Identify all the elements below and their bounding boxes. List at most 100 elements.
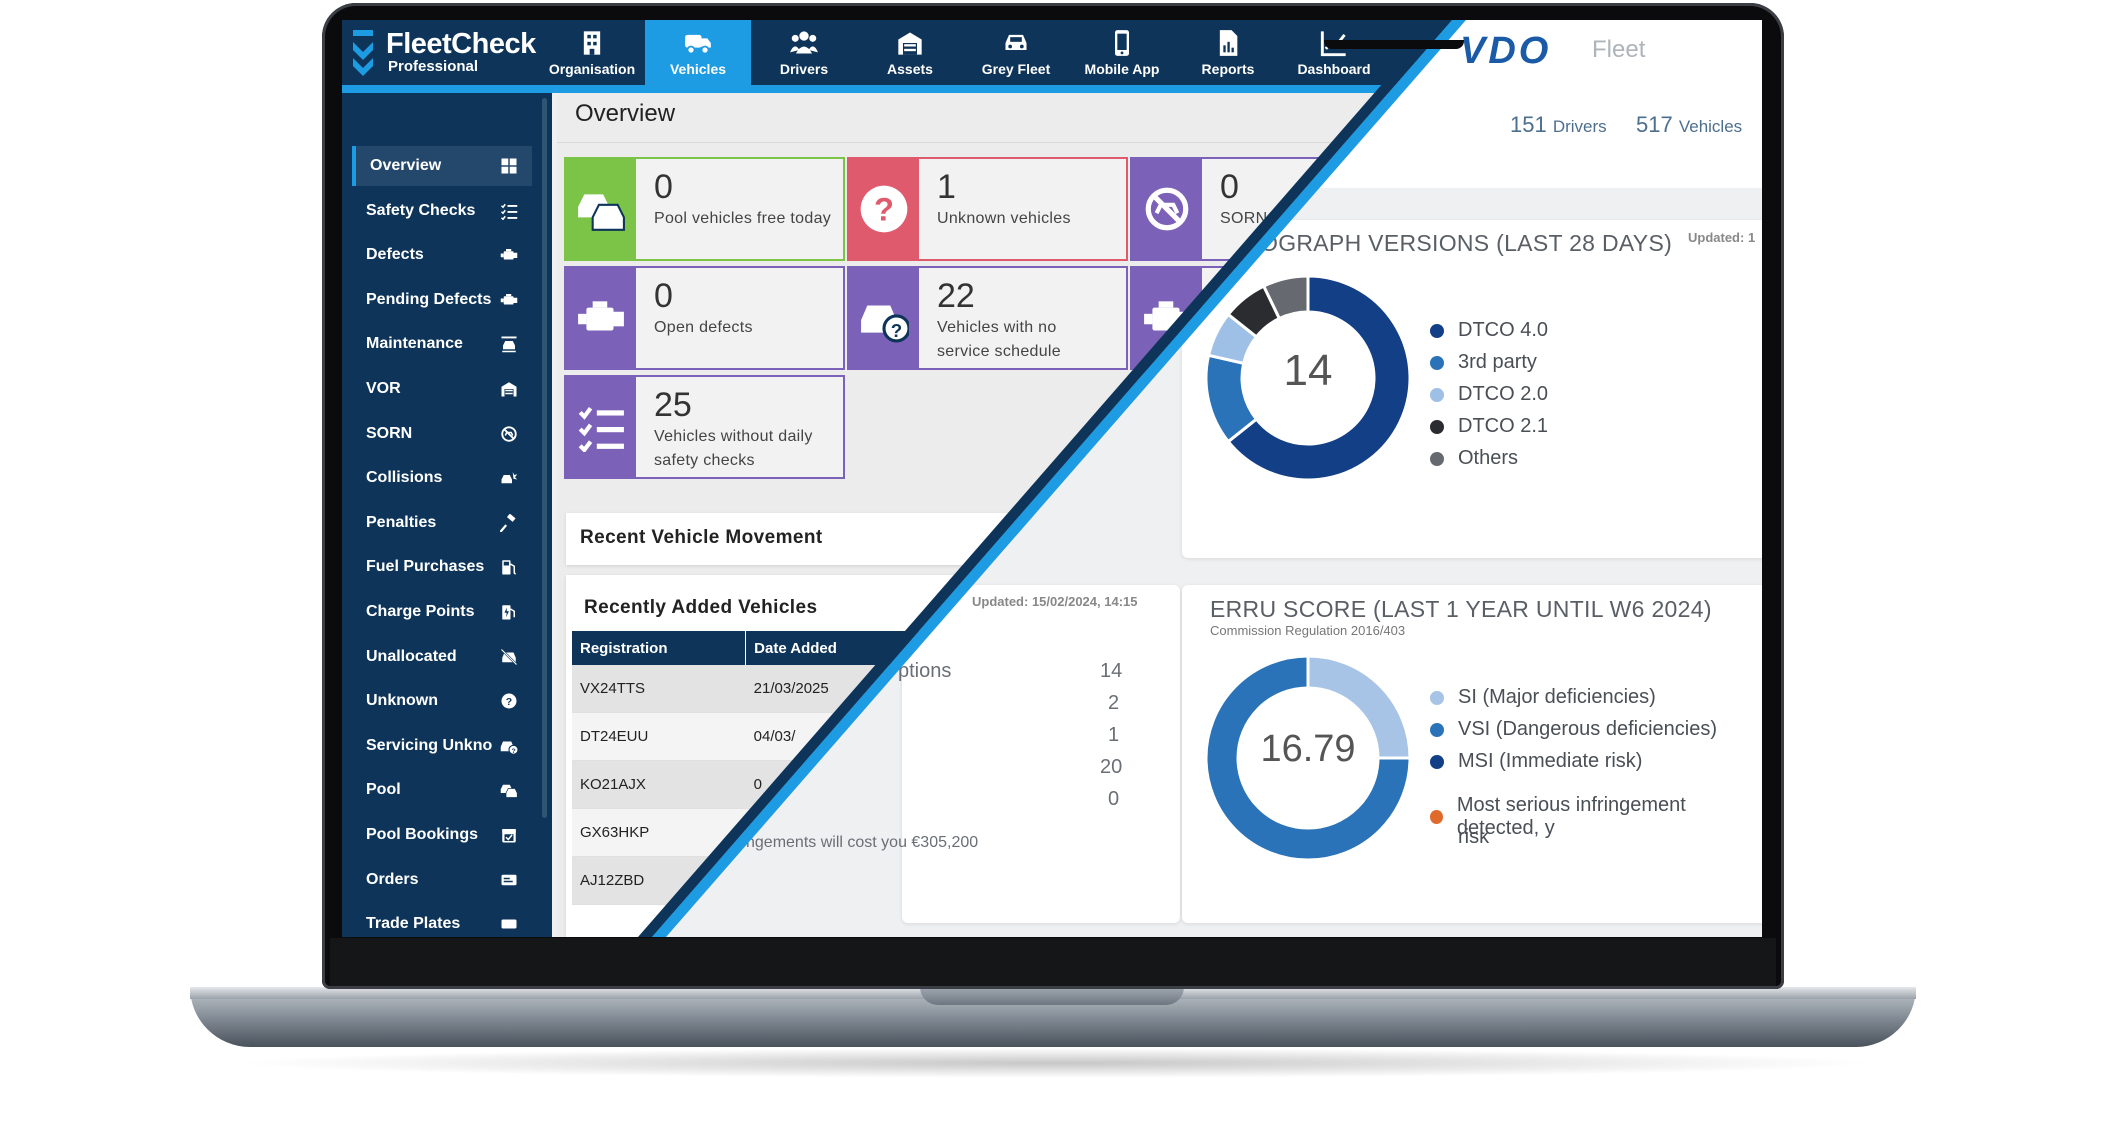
vehicle-count-value: 517: [1636, 112, 1673, 137]
order-icon: [501, 874, 517, 885]
building-icon: [583, 31, 601, 55]
sidebar-item-defects[interactable]: Defects: [352, 235, 532, 275]
tile-value: 0: [654, 168, 673, 206]
sidebar-item-pool-bookings[interactable]: Pool Bookings: [352, 815, 532, 855]
sidebar-item-label: Unallocated: [366, 647, 457, 665]
sidebar-item-fuel-purchases[interactable]: Fuel Purchases: [352, 547, 532, 587]
tile-value: 0: [654, 277, 673, 315]
legend-item: SI (Major deficiencies): [1430, 686, 1656, 709]
sidebar-item-label: Overview: [370, 157, 442, 174]
registration-cell: DT24EUU: [572, 712, 746, 761]
legend-dot-icon: [1430, 754, 1444, 769]
stat-tile[interactable]: 25 Vehicles without daily safety checks: [564, 375, 845, 479]
svg-text:?: ?: [891, 320, 902, 341]
sidebar-item-label: Pool: [366, 781, 401, 799]
nav-drivers[interactable]: Drivers: [751, 20, 857, 85]
page-title: Overview: [575, 100, 676, 127]
nav-mobile-app[interactable]: Mobile App: [1069, 20, 1175, 85]
infringement-value: 14: [1100, 660, 1123, 682]
nav-grey-fleet[interactable]: Grey Fleet: [963, 20, 1069, 85]
stat-tile[interactable]: 0 Pool vehicles free today: [564, 157, 845, 261]
car-question-icon: ?: [500, 741, 518, 755]
sidebar-item-overview[interactable]: Overview: [352, 146, 532, 186]
column-header[interactable]: Registration: [572, 631, 747, 665]
sidebar-item-vor[interactable]: VOR: [352, 369, 532, 409]
nav-label: Grey Fleet: [981, 61, 1051, 77]
legend-label: SI (Major deficiencies): [1458, 686, 1656, 708]
tachograph-updated: Updated: 1: [1688, 230, 1756, 245]
nav-dashboard[interactable]: Dashboard: [1281, 20, 1387, 85]
recent-added-title: Recently Added Vehicles: [584, 597, 818, 618]
question-icon: ?: [501, 693, 517, 709]
sidebar-item-label: Safety Checks: [366, 201, 476, 219]
sidebar-item-pending-defects[interactable]: Pending Defects: [352, 280, 532, 320]
car-question-icon: ?: [861, 305, 909, 343]
tile-label: Open defects: [654, 319, 753, 336]
sidebar-item-servicing-unkno[interactable]: Servicing Unkno?: [352, 726, 532, 766]
legend-dot-icon: [1430, 690, 1444, 705]
sidebar-item-label: Collisions: [366, 469, 443, 487]
sidebar-item-charge-points[interactable]: Charge Points: [352, 592, 532, 632]
tile-icon-box: [566, 159, 636, 259]
sidebar-item-trade-plates[interactable]: Trade Plates: [352, 904, 532, 937]
tile-value: 22: [937, 277, 975, 315]
legend-item: DTCO 2.0: [1430, 383, 1548, 406]
tile-value: 0: [1220, 168, 1239, 206]
legend-label: DTCO 4.0: [1458, 319, 1549, 341]
engine-icon: [500, 293, 518, 305]
nav-organisation[interactable]: Organisation: [539, 20, 645, 85]
engine-icon: [578, 301, 624, 331]
tachograph-center: 14: [1283, 346, 1333, 395]
gavel-icon: [500, 513, 516, 532]
sidebar-item-collisions[interactable]: Collisions: [352, 458, 532, 498]
sidebar-item-sorn[interactable]: SORN: [352, 414, 532, 454]
legend-label: 3rd party: [1458, 351, 1537, 373]
legend-label: DTCO 2.1: [1458, 415, 1549, 437]
sidebar-item-orders[interactable]: Orders: [352, 860, 532, 900]
sidebar-item-unknown[interactable]: Unknown?: [352, 681, 532, 721]
nav-assets[interactable]: Assets: [857, 20, 963, 85]
fleetcheck-logo[interactable]: FleetCheck Professional: [350, 22, 536, 82]
sidebar-item-pool[interactable]: Pool: [352, 770, 532, 810]
legend-dot-icon: [1430, 387, 1444, 402]
erru-note-line: Most serious infringement detected, y: [1456, 794, 1686, 839]
svg-text:?: ?: [511, 748, 515, 755]
registration-cell: GX63HKP: [572, 808, 746, 857]
registration-cell: KO21AJX: [572, 760, 746, 809]
infringement-value: 20: [1100, 756, 1123, 778]
nav-label: Mobile App: [1084, 61, 1160, 77]
sidebar-item-unallocated[interactable]: Unallocated: [352, 637, 532, 677]
tile-value: 25: [654, 386, 692, 424]
driver-count-unit: Drivers: [1552, 117, 1607, 136]
sidebar-item-maintenance[interactable]: Maintenance: [352, 324, 532, 364]
infringement-card: [902, 585, 1180, 923]
infringement-value: 0: [1108, 788, 1120, 810]
svg-text:?: ?: [506, 696, 512, 708]
tile-label: SORN: [1220, 210, 1268, 227]
legend-label: MSI (Immediate risk): [1458, 750, 1643, 772]
stat-tile[interactable]: ? 22 Vehicles with no service schedule: [847, 266, 1128, 370]
stat-tile[interactable]: ? 1 Unknown vehicles: [847, 157, 1128, 261]
tile-body: 0 Open defects: [636, 268, 753, 368]
tile-body: 1 Unknown vehicles: [919, 159, 1071, 259]
garage-icon: [501, 382, 517, 397]
sidebar-scrollbar[interactable]: [542, 98, 547, 818]
nav-vehicles[interactable]: Vehicles: [645, 20, 751, 85]
sidebar-item-label: Charge Points: [366, 603, 475, 620]
sidebar-item-safety-checks[interactable]: Safety Checks: [352, 191, 532, 231]
tachograph-title: OGRAPH VERSIONS (LAST 28 DAYS): [1260, 230, 1673, 256]
stat-tile[interactable]: 0 Open defects: [564, 266, 845, 370]
nav-reports[interactable]: Reports: [1175, 20, 1281, 85]
garage-icon: [898, 32, 922, 55]
erru-title: ERRU SCORE (LAST 1 YEAR UNTIL W6 2024): [1210, 596, 1712, 622]
legend-label: DTCO 2.0: [1458, 383, 1549, 405]
pool-cars-icon: [578, 194, 625, 231]
sidebar-item-label: Pool Bookings: [366, 826, 478, 843]
tile-label: Vehicles without daily: [654, 428, 813, 445]
vehicle-count-unit: Vehicles: [1678, 117, 1743, 136]
legend-dot-icon: [1430, 355, 1444, 370]
tile-body: 22 Vehicles with no service schedule: [919, 268, 1061, 368]
legend-label: Others: [1458, 447, 1519, 469]
sidebar-item-penalties[interactable]: Penalties: [352, 503, 532, 543]
erru-note-cont: risk: [1458, 826, 1489, 849]
